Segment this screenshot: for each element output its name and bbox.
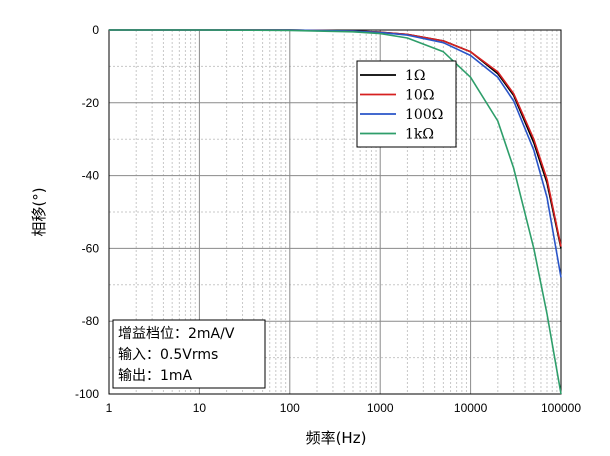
series-line-3: [109, 29, 562, 395]
info-line-gain: 增益档位：2mA/V: [118, 326, 235, 342]
x-tick-label: 1000: [367, 401, 394, 415]
y-tick-label: 0: [92, 23, 99, 37]
y-tick-label: -80: [82, 314, 100, 328]
y-tick-label: -40: [82, 169, 100, 183]
legend-label: 1Ω: [405, 68, 426, 84]
y-axis-title: 相移(°): [30, 187, 48, 236]
legend: 1Ω 10Ω 100Ω 1kΩ: [356, 60, 457, 148]
series-lines: [109, 29, 562, 395]
y-tick-label: -100: [75, 387, 99, 401]
x-axis-title: 频率(Hz): [306, 429, 367, 447]
x-tick-label: 1: [106, 401, 113, 415]
x-tick-label: 100000: [541, 401, 581, 415]
x-tick-label: 10: [193, 401, 207, 415]
info-box-frame: [112, 319, 266, 389]
y-tick-label: -60: [82, 241, 100, 255]
x-tick-label: 100: [280, 401, 300, 415]
legend-label: 1kΩ: [405, 127, 434, 143]
y-tick-label: -20: [82, 96, 100, 110]
x-axis-ticks: 1 10 100 1000 10000 100000: [106, 401, 582, 415]
x-tick-label: 10000: [454, 401, 488, 415]
series-line-1: [109, 29, 562, 247]
y-axis-ticks: 0 -20 -40 -60 -80 -100: [75, 23, 99, 401]
series-line-2: [109, 29, 562, 278]
info-annotation: 增益档位：2mA/V 输入：0.5Vrms 输出：1mA: [112, 319, 266, 389]
legend-label: 10Ω: [405, 88, 434, 104]
info-line-output: 输出：1mA: [118, 368, 193, 384]
legend-label: 100Ω: [405, 107, 443, 123]
info-line-input: 输入：0.5Vrms: [118, 347, 218, 363]
